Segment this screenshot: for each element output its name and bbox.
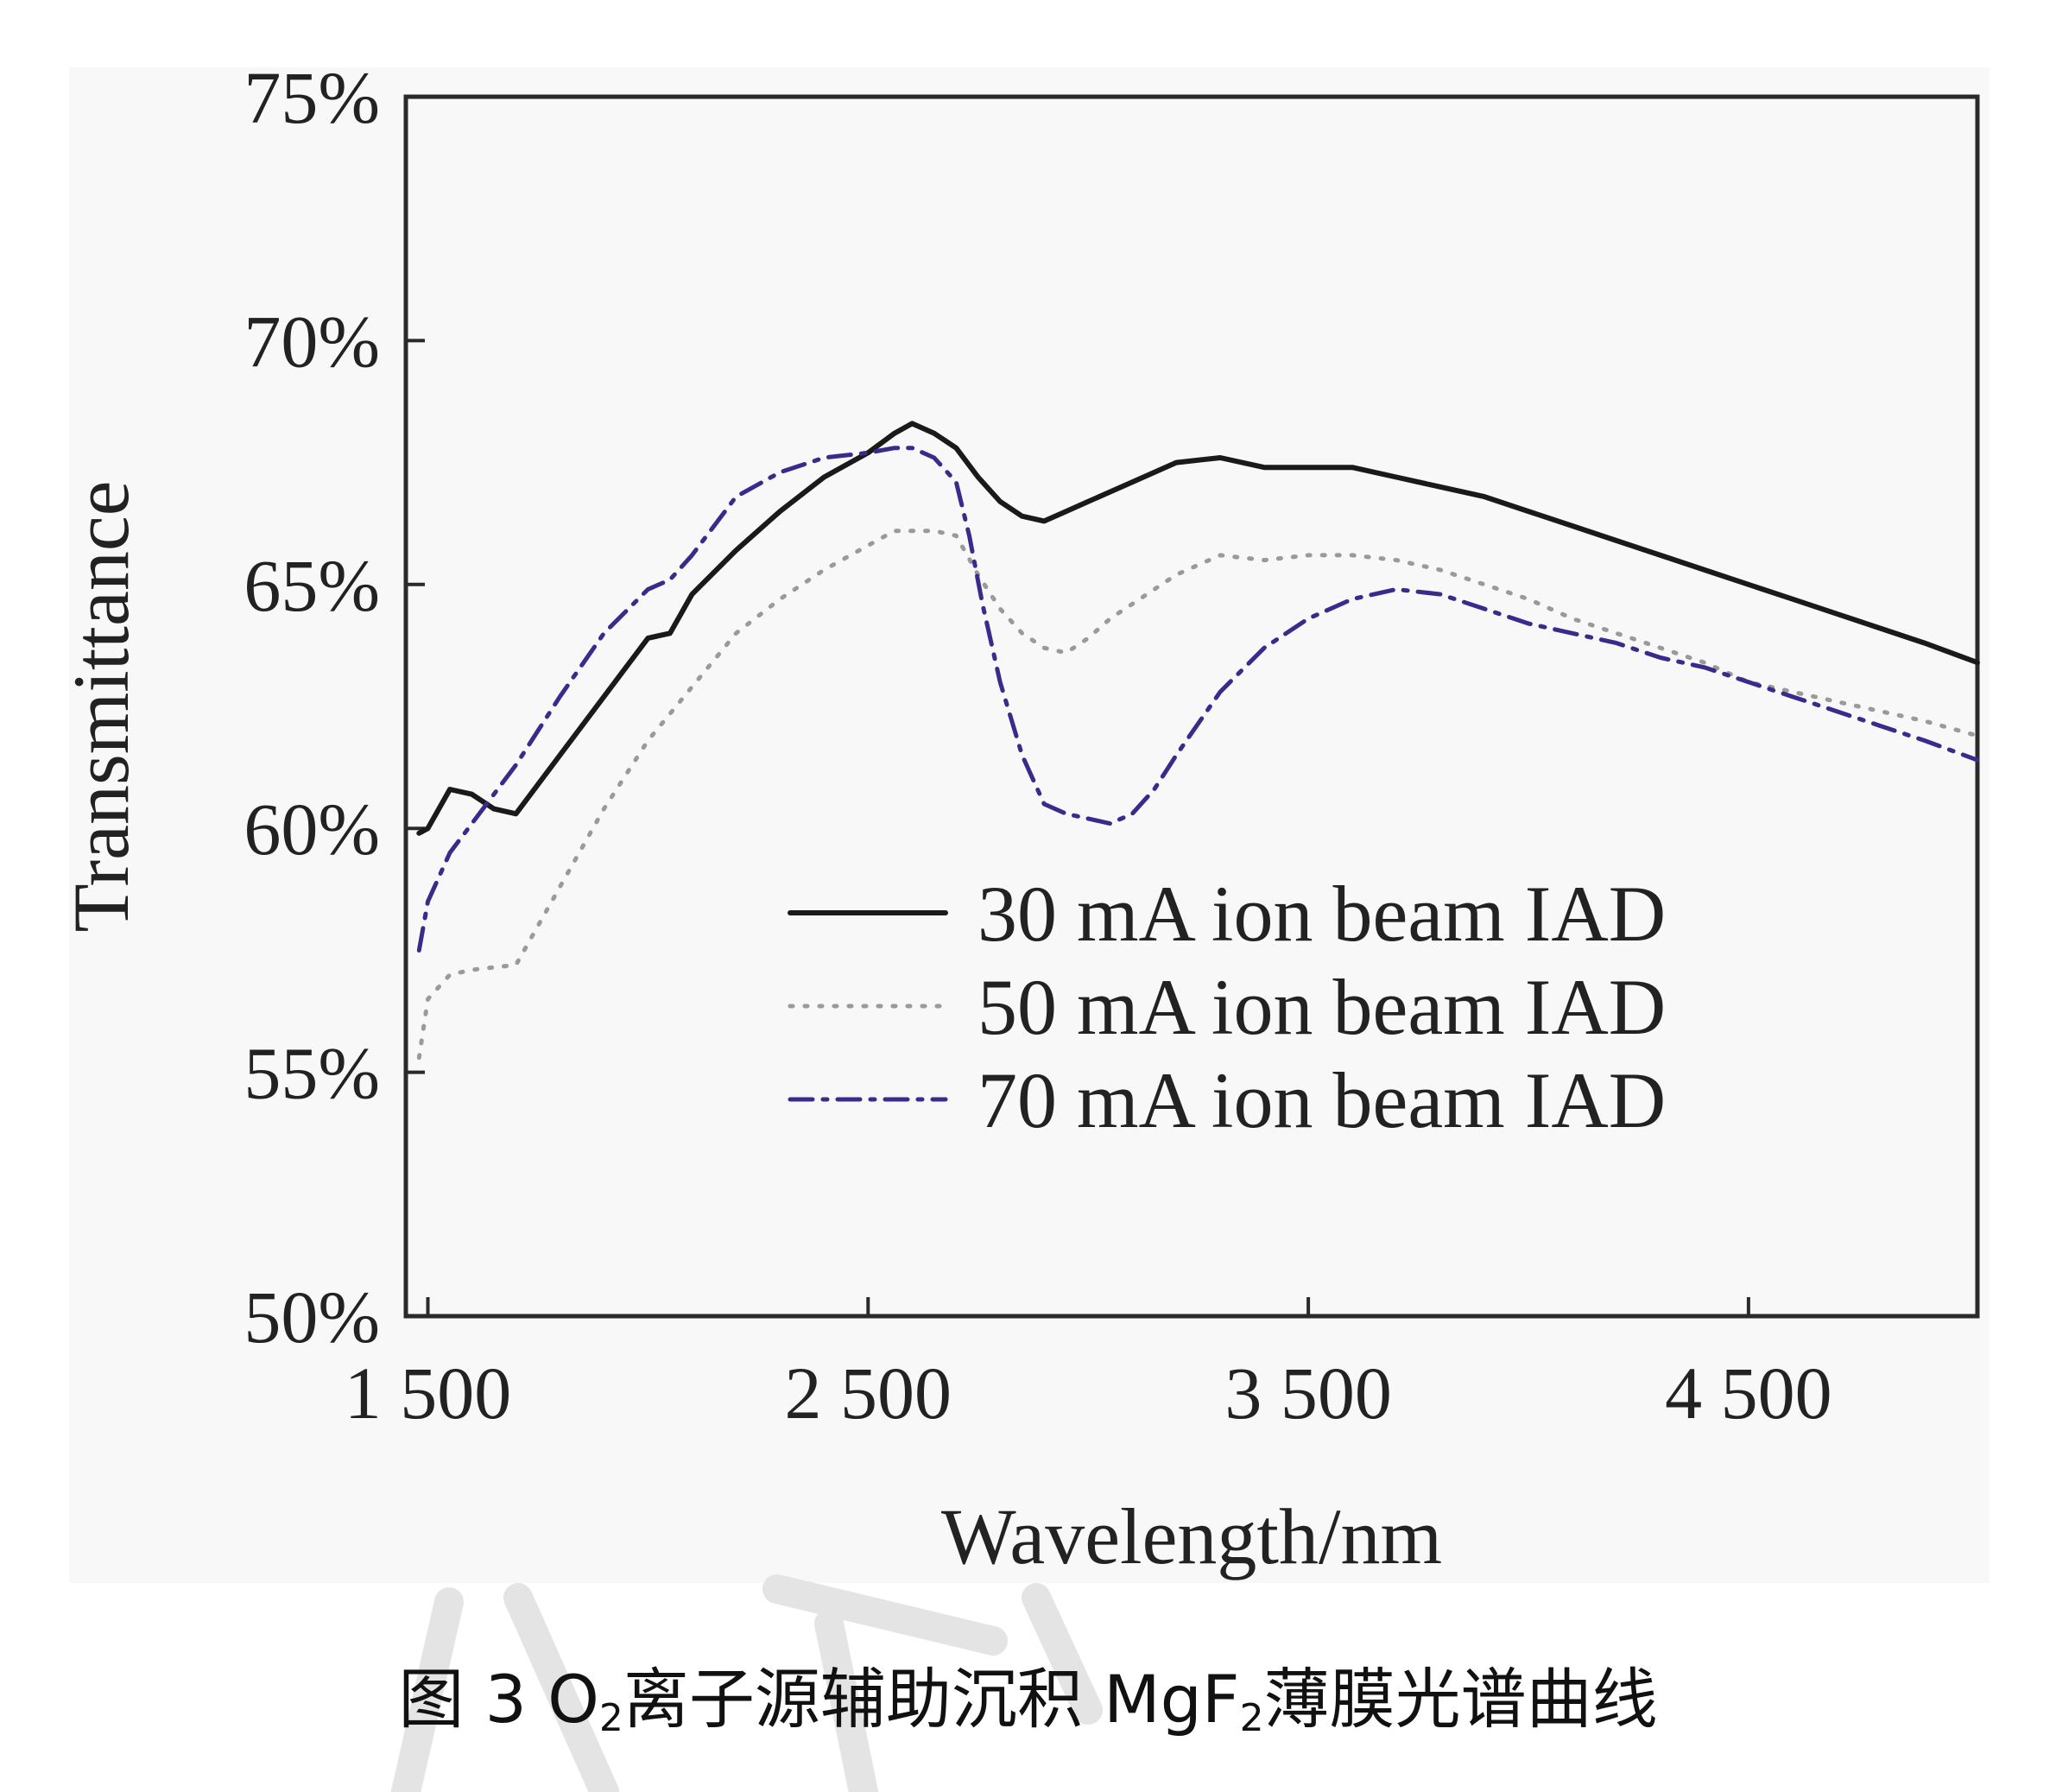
y-tick-label: 70% bbox=[244, 300, 380, 383]
caption-suffix: 薄膜光谱曲线 bbox=[1263, 1661, 1658, 1738]
x-axis-title: Wavelength/nm bbox=[941, 1492, 1442, 1580]
caption-prefix: 图 3 O bbox=[398, 1661, 599, 1738]
plot-panel bbox=[69, 67, 1990, 1583]
x-tick-label: 3 500 bbox=[1224, 1352, 1392, 1434]
caption-subscript-mgf2: 2 bbox=[1239, 1696, 1264, 1740]
legend-label-1: 30 mA ion beam IAD bbox=[977, 870, 1666, 958]
series-line-1 bbox=[416, 421, 1980, 836]
x-axis-ticks: 1 500 2 500 3 500 4 500 bbox=[345, 1297, 1832, 1434]
caption-subscript-o2: 2 bbox=[598, 1696, 623, 1740]
caption-middle: 离子源辅助沉积 MgF bbox=[623, 1661, 1240, 1738]
y-axis-title: Transmittance bbox=[57, 481, 145, 933]
y-tick-label: 60% bbox=[244, 788, 380, 871]
y-tick-label: 50% bbox=[244, 1276, 380, 1358]
y-tick-label: 65% bbox=[244, 544, 380, 627]
legend-label-2: 50 mA ion beam IAD bbox=[977, 963, 1666, 1051]
y-axis-ticks: 50% 55% 60% 65% 70% 75% bbox=[244, 56, 425, 1358]
legend-label-3: 70 mA ion beam IAD bbox=[977, 1056, 1666, 1144]
y-tick-label: 75% bbox=[244, 56, 380, 139]
watermark bbox=[391, 1574, 1103, 1792]
figure-caption: 图 3 O2离子源辅助沉积 MgF2薄膜光谱曲线 bbox=[0, 1646, 2056, 1741]
series-line-3 bbox=[416, 446, 1980, 953]
y-tick-label: 55% bbox=[244, 1032, 380, 1115]
x-tick-label: 4 500 bbox=[1665, 1352, 1832, 1434]
series-layer bbox=[416, 421, 1980, 1061]
x-tick-label: 1 500 bbox=[345, 1352, 512, 1434]
x-tick-label: 2 500 bbox=[785, 1352, 952, 1434]
plot-frame bbox=[403, 94, 1980, 1319]
